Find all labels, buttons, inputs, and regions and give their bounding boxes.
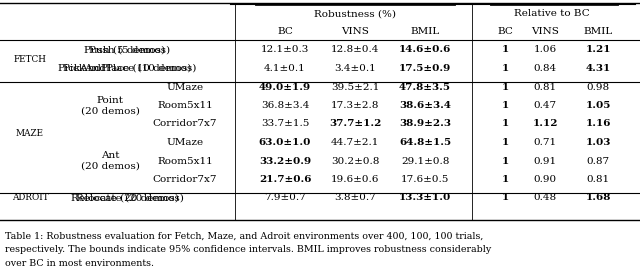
Text: 14.6±0.6: 14.6±0.6 (399, 45, 451, 54)
Text: 38.6±3.4: 38.6±3.4 (399, 101, 451, 110)
Text: 1: 1 (501, 138, 509, 147)
Text: 3.4±0.1: 3.4±0.1 (334, 64, 376, 73)
Text: BC: BC (497, 28, 513, 37)
Text: 0.47: 0.47 (533, 101, 557, 110)
Text: 4.1±0.1: 4.1±0.1 (264, 64, 306, 73)
Text: 17.6±0.5: 17.6±0.5 (401, 175, 449, 184)
Text: Push (5 demos): Push (5 demos) (90, 45, 171, 54)
Text: Relocate (20 demos): Relocate (20 demos) (71, 194, 179, 203)
Text: BC: BC (277, 28, 293, 37)
Text: 1.21: 1.21 (585, 45, 611, 54)
Text: 19.6±0.6: 19.6±0.6 (331, 175, 379, 184)
Text: 1: 1 (501, 45, 509, 54)
Text: 1: 1 (501, 157, 509, 165)
Text: 1.12: 1.12 (532, 119, 557, 129)
Text: Relative to BC: Relative to BC (514, 9, 589, 18)
Text: 1.05: 1.05 (586, 101, 611, 110)
Text: 1: 1 (501, 83, 509, 92)
Text: VINS: VINS (531, 28, 559, 37)
Text: 1: 1 (501, 119, 509, 129)
Text: Corridor7x7: Corridor7x7 (153, 175, 217, 184)
Text: 49.0±1.9: 49.0±1.9 (259, 83, 311, 92)
Text: 29.1±0.8: 29.1±0.8 (401, 157, 449, 165)
Text: Ant
(20 demos): Ant (20 demos) (81, 151, 140, 171)
Text: 33.2±0.9: 33.2±0.9 (259, 157, 311, 165)
Text: 37.7±1.2: 37.7±1.2 (329, 119, 381, 129)
Text: 1.03: 1.03 (586, 138, 611, 147)
Text: 44.7±2.1: 44.7±2.1 (331, 138, 379, 147)
Text: 1: 1 (501, 64, 509, 73)
Text: 0.98: 0.98 (586, 83, 609, 92)
Text: 12.8±0.4: 12.8±0.4 (331, 45, 379, 54)
Text: UMaze: UMaze (166, 138, 204, 147)
Text: over BC in most environments.: over BC in most environments. (5, 259, 154, 268)
Text: UMaze: UMaze (166, 83, 204, 92)
Text: 39.5±2.1: 39.5±2.1 (331, 83, 379, 92)
Text: 0.48: 0.48 (533, 194, 557, 203)
Text: 12.1±0.3: 12.1±0.3 (261, 45, 309, 54)
Text: VINS: VINS (341, 28, 369, 37)
Text: 0.71: 0.71 (533, 138, 557, 147)
Text: 0.87: 0.87 (586, 157, 609, 165)
Text: Room5x11: Room5x11 (157, 157, 213, 165)
Text: 1.68: 1.68 (586, 194, 611, 203)
Text: 7.9±0.7: 7.9±0.7 (264, 194, 306, 203)
Text: 0.84: 0.84 (533, 64, 557, 73)
Text: Robustness (%): Robustness (%) (314, 9, 396, 18)
Text: respectively. The bounds indicate 95% confidence intervals. BMIL improves robust: respectively. The bounds indicate 95% co… (5, 246, 492, 254)
Text: 1: 1 (501, 194, 509, 203)
Text: Room5x11: Room5x11 (157, 101, 213, 110)
Text: Corridor7x7: Corridor7x7 (153, 119, 217, 129)
Text: 1.16: 1.16 (585, 119, 611, 129)
Text: Push (5 demos): Push (5 demos) (84, 45, 166, 54)
Text: 13.3±1.0: 13.3±1.0 (399, 194, 451, 203)
Text: 0.90: 0.90 (533, 175, 557, 184)
Text: MAZE: MAZE (16, 129, 44, 138)
Text: PickAndPlace (10 demos): PickAndPlace (10 demos) (63, 64, 196, 73)
Text: 1.06: 1.06 (533, 45, 557, 54)
Text: 17.3±2.8: 17.3±2.8 (331, 101, 379, 110)
Text: 1: 1 (501, 101, 509, 110)
Text: 33.7±1.5: 33.7±1.5 (261, 119, 309, 129)
Text: 36.8±3.4: 36.8±3.4 (261, 101, 309, 110)
Text: 17.5±0.9: 17.5±0.9 (399, 64, 451, 73)
Text: BMIL: BMIL (410, 28, 440, 37)
Text: Point
(20 demos): Point (20 demos) (81, 96, 140, 115)
Text: 21.7±0.6: 21.7±0.6 (259, 175, 311, 184)
Text: PickAndPlace (10 demos): PickAndPlace (10 demos) (58, 64, 192, 73)
Text: 63.0±1.0: 63.0±1.0 (259, 138, 311, 147)
Text: 30.2±0.8: 30.2±0.8 (331, 157, 379, 165)
Text: BMIL: BMIL (584, 28, 612, 37)
Text: 3.8±0.7: 3.8±0.7 (334, 194, 376, 203)
Text: 4.31: 4.31 (586, 64, 611, 73)
Text: ADROIT: ADROIT (12, 194, 49, 203)
Text: 0.81: 0.81 (533, 83, 557, 92)
Text: 1: 1 (501, 175, 509, 184)
Text: Relocate (20 demos): Relocate (20 demos) (76, 194, 184, 203)
Text: 47.8±3.5: 47.8±3.5 (399, 83, 451, 92)
Text: 0.91: 0.91 (533, 157, 557, 165)
Text: 38.9±2.3: 38.9±2.3 (399, 119, 451, 129)
Text: Table 1: Robustness evaluation for Fetch, Maze, and Adroit environments over 400: Table 1: Robustness evaluation for Fetch… (5, 232, 483, 240)
Text: 0.81: 0.81 (586, 175, 609, 184)
Text: FETCH: FETCH (13, 55, 47, 64)
Text: 64.8±1.5: 64.8±1.5 (399, 138, 451, 147)
